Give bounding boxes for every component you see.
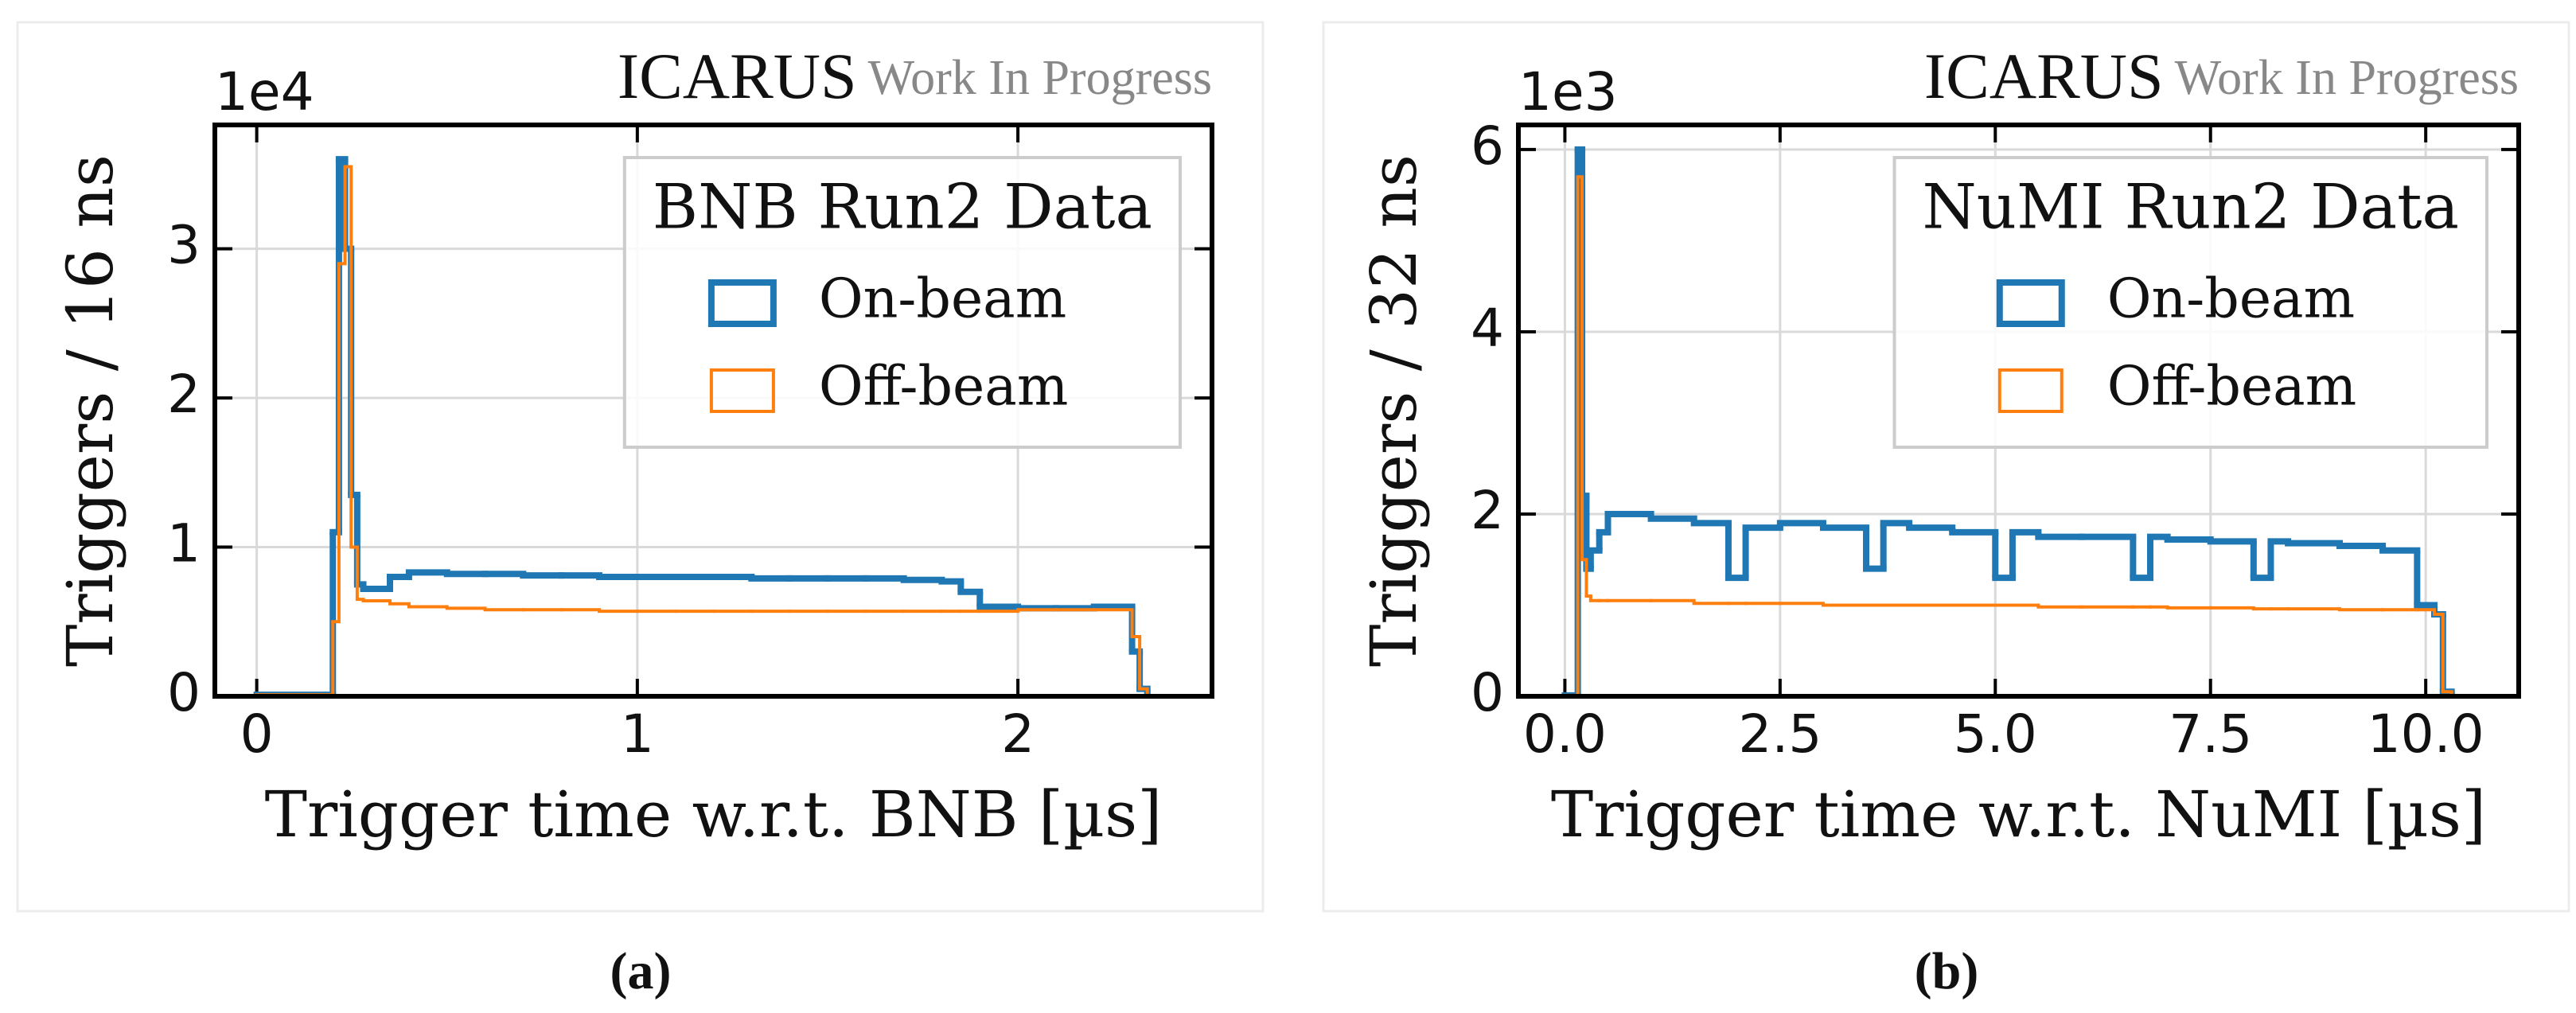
panel-frame: [16, 21, 1265, 913]
y-tick-label: 2: [167, 364, 201, 425]
x-tick-label: 0.0: [1523, 703, 1607, 765]
y-tick-label: 0: [167, 662, 201, 723]
experiment-title: ICARUS Work In Progress: [618, 40, 1212, 112]
x-tick-label: 7.5: [2169, 703, 2252, 765]
legend-label: Off-beam: [2107, 356, 2356, 419]
legend-swatch: [709, 368, 775, 413]
legend-box: [622, 156, 1182, 449]
x-axis-label: Trigger time w.r.t. BNB [µs]: [265, 777, 1163, 851]
y-tick-label: 3: [167, 215, 201, 276]
status-label: Work In Progress: [868, 51, 1212, 105]
x-tick-label: 5.0: [1954, 703, 2037, 765]
axes-frame: [212, 123, 1214, 699]
x-tick-label: 1: [621, 703, 654, 765]
legend-box: [1892, 156, 2488, 449]
x-tick-label: 2: [1001, 703, 1035, 765]
legend-title: NuMI Run2 Data: [1923, 172, 2459, 244]
legend-swatch: [707, 279, 777, 327]
x-tick-label: 10.0: [2368, 703, 2484, 765]
plot-area: [1561, 146, 2455, 696]
y-tick-label: 2: [1471, 480, 1504, 541]
y-axis-label: Triggers / 16 ns: [53, 154, 127, 667]
legend-title: BNB Run2 Data: [653, 172, 1152, 244]
legend-label: Off-beam: [819, 356, 1068, 419]
y-tick-label: 1: [167, 513, 201, 575]
y-tick-label: 4: [1471, 298, 1504, 359]
x-tick-label: 0: [240, 703, 274, 765]
panel-frame: [1322, 21, 2570, 913]
legend-label: On-beam: [819, 268, 1066, 331]
axes-frame: [1516, 123, 2521, 699]
x-axis-label: Trigger time w.r.t. NuMI [µs]: [1551, 777, 2486, 851]
y-offset-label: 1e3: [1518, 61, 1618, 123]
y-tick-label: 0: [1471, 662, 1504, 723]
plot-area: [253, 156, 1151, 696]
legend-label: On-beam: [2107, 268, 2355, 331]
caption: (a): [610, 942, 672, 1000]
status-label: Work In Progress: [2175, 51, 2519, 105]
x-tick-label: 2.5: [1738, 703, 1822, 765]
y-tick-label: 6: [1471, 115, 1504, 177]
caption: (b): [1915, 942, 1979, 1000]
y-offset-label: 1e4: [215, 61, 314, 123]
legend-swatch: [1997, 368, 2064, 413]
legend-swatch: [1996, 279, 2065, 327]
y-axis-label: Triggers / 32 ns: [1357, 154, 1431, 667]
experiment-title: ICARUS Work In Progress: [1924, 40, 2519, 112]
experiment-label: ICARUS: [1924, 40, 2164, 112]
experiment-label: ICARUS: [618, 40, 857, 112]
